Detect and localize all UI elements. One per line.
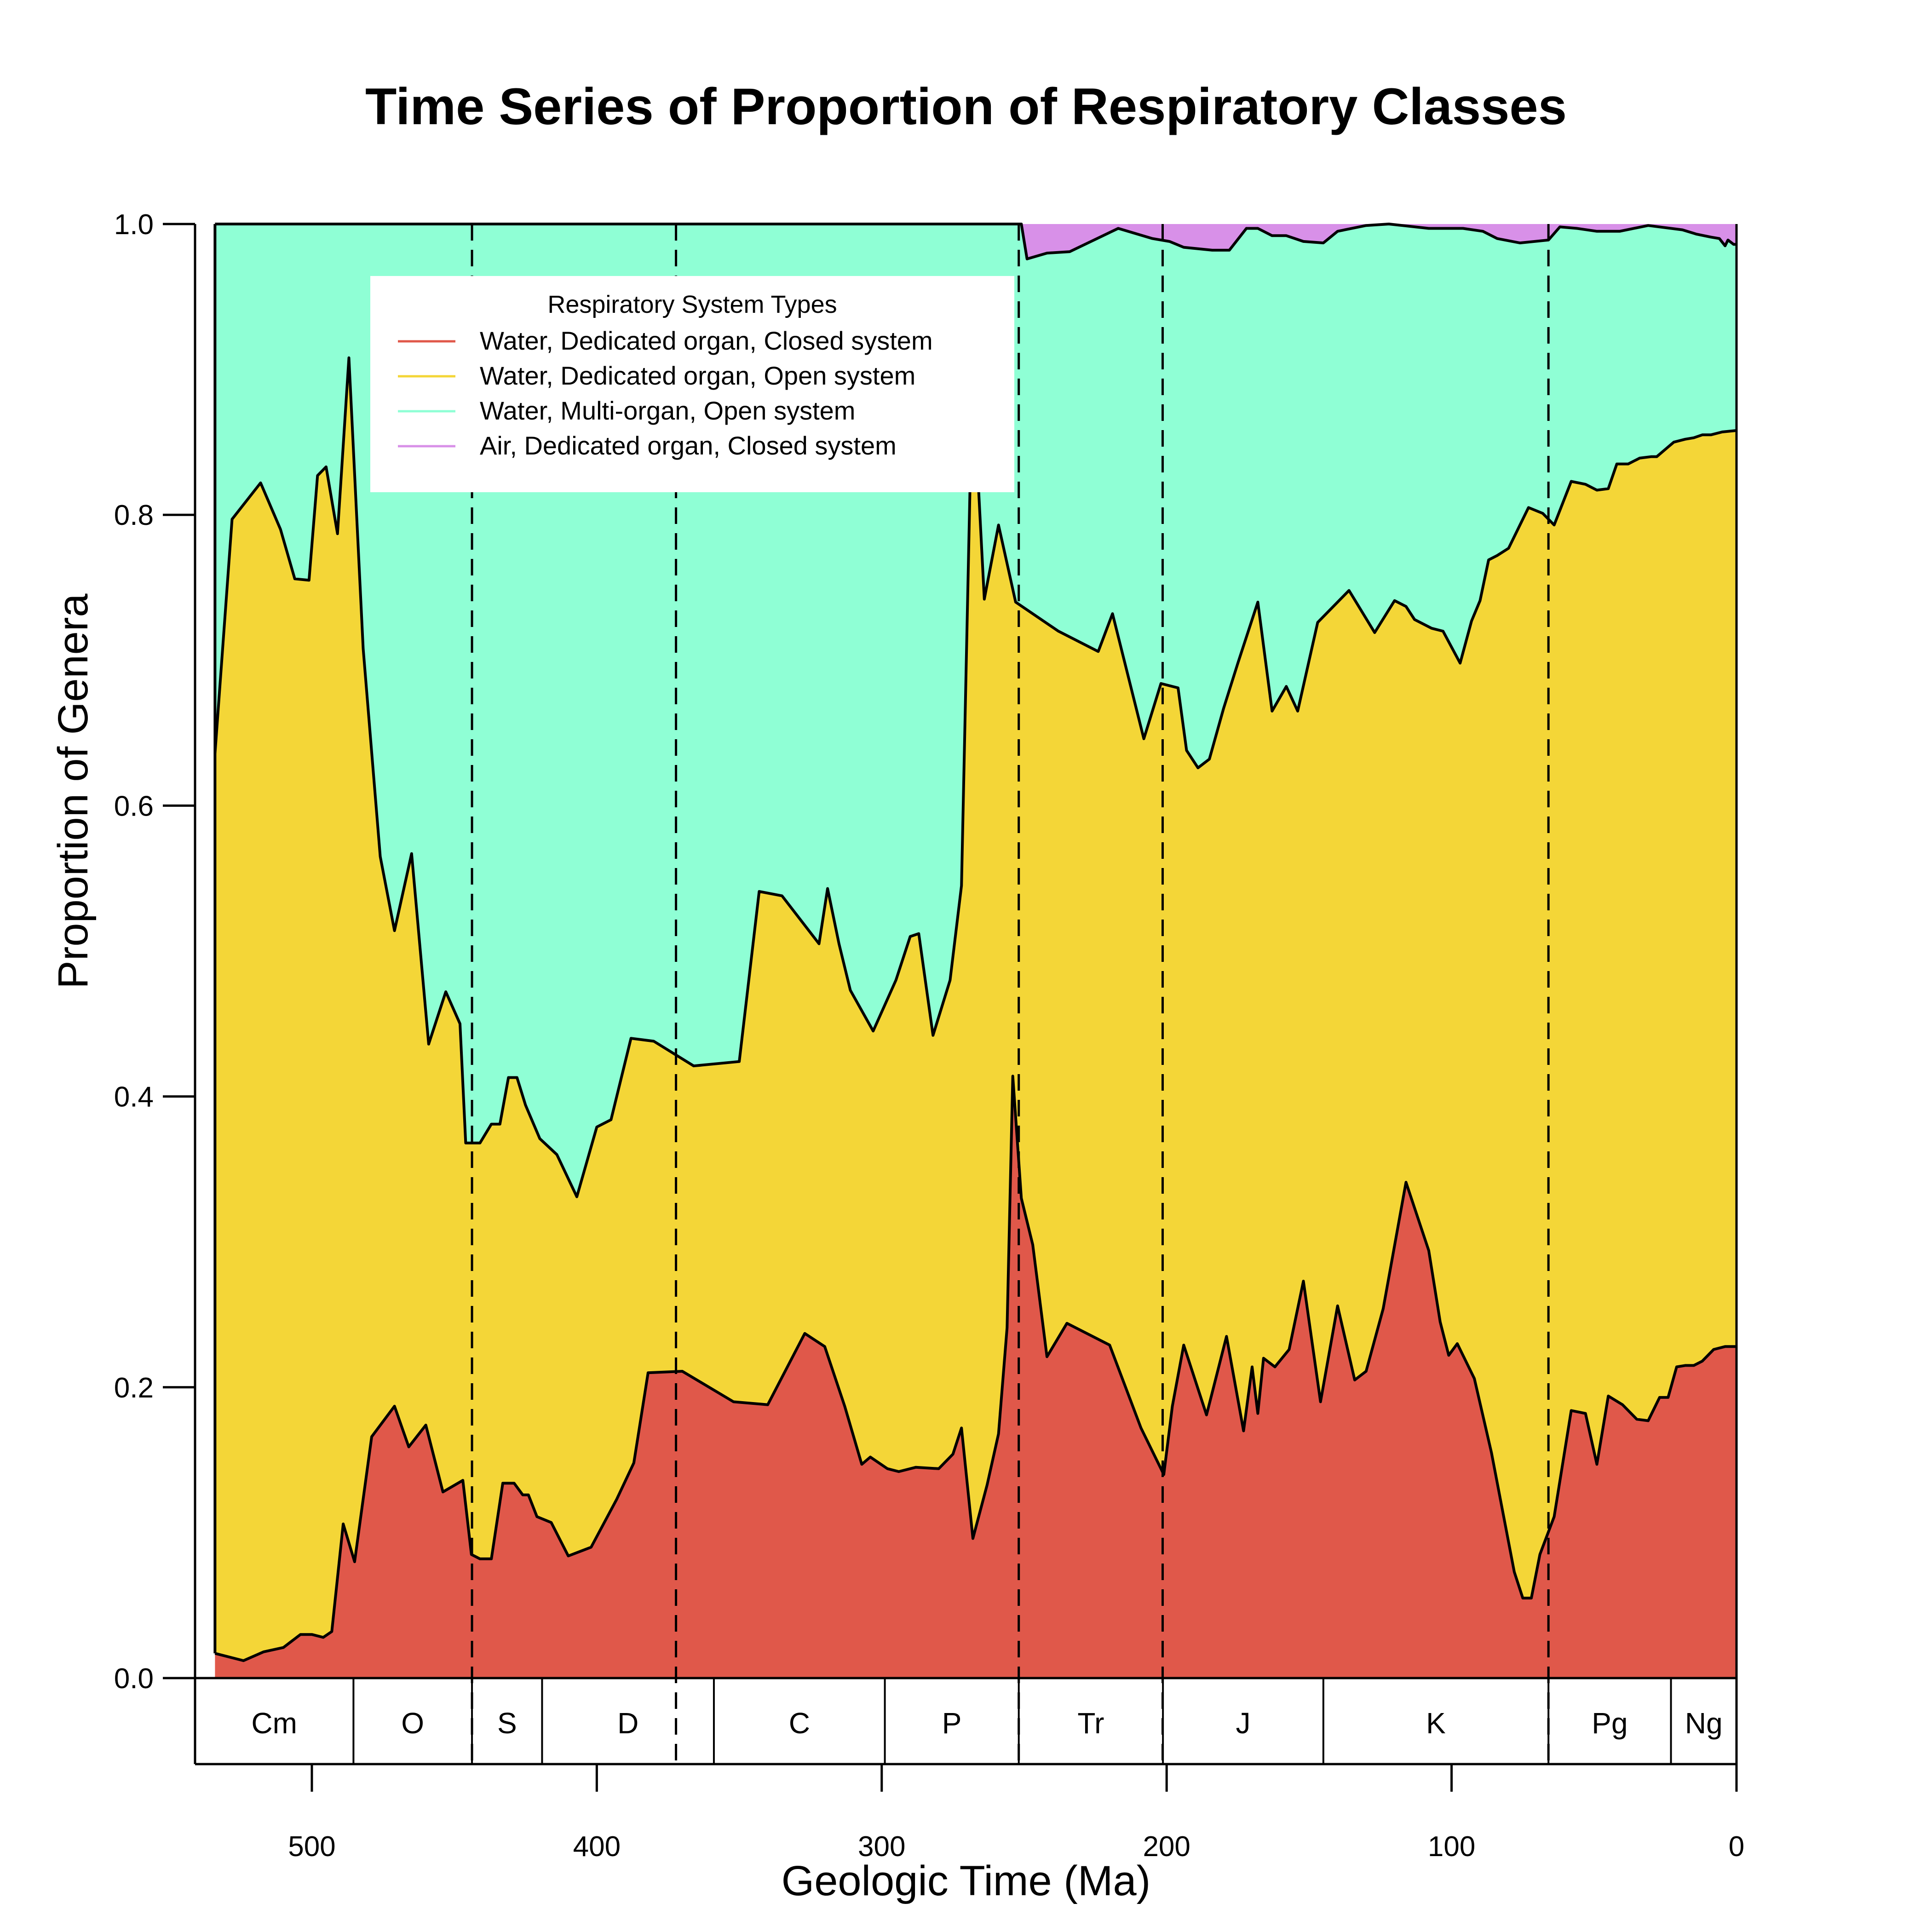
chart-title: Time Series of Proportion of Respiratory… bbox=[365, 78, 1567, 135]
y-axis-label: Proportion of Genera bbox=[50, 593, 97, 989]
y-tick-label: 0.0 bbox=[114, 1663, 154, 1695]
area-air-dedicated-closed bbox=[215, 224, 1737, 259]
legend-entry: Water, Dedicated organ, Open system bbox=[480, 361, 915, 390]
legend-entry: Air, Dedicated organ, Closed system bbox=[480, 431, 897, 460]
period-label-ng: Ng bbox=[1685, 1707, 1723, 1740]
period-label-s: S bbox=[497, 1707, 517, 1740]
period-label-tr: Tr bbox=[1077, 1707, 1104, 1740]
x-tick-label: 0 bbox=[1729, 1831, 1744, 1863]
y-tick-label: 0.6 bbox=[114, 790, 154, 822]
legend: Respiratory System Types Water, Dedicate… bbox=[370, 276, 1014, 492]
area-water-dedicated-open bbox=[215, 357, 1737, 1661]
legend-entry: Water, Multi-organ, Open system bbox=[480, 396, 855, 425]
y-tick-label: 0.2 bbox=[114, 1372, 154, 1404]
x-tick-label: 300 bbox=[858, 1831, 905, 1863]
legend-entry: Water, Dedicated organ, Closed system bbox=[480, 326, 933, 355]
period-label-k: K bbox=[1426, 1707, 1446, 1740]
geologic-timescale: Cm O S D C P Tr J K Pg Ng bbox=[195, 1678, 1736, 1765]
boundary-line-yellow-top bbox=[213, 356, 1737, 1198]
y-tick-label: 1.0 bbox=[114, 209, 154, 241]
period-label-c: C bbox=[789, 1707, 810, 1740]
x-axis-label: Geologic Time (Ma) bbox=[782, 1857, 1151, 1904]
x-tick-label: 200 bbox=[1143, 1831, 1190, 1863]
legend-title: Respiratory System Types bbox=[547, 291, 837, 318]
x-tick-label: 400 bbox=[573, 1831, 621, 1863]
boundary-line-red-top bbox=[214, 1075, 1736, 1662]
period-label-pg: Pg bbox=[1592, 1707, 1627, 1740]
period-label-j: J bbox=[1236, 1707, 1251, 1740]
y-tick-label: 0.4 bbox=[114, 1081, 154, 1113]
period-label-cm: Cm bbox=[251, 1707, 297, 1740]
boundary-line-green-top bbox=[215, 223, 1736, 260]
y-tick-label: 0.8 bbox=[114, 500, 154, 531]
area-water-dedicated-closed bbox=[215, 1076, 1737, 1678]
period-label-d: D bbox=[617, 1707, 638, 1740]
x-tick-label: 500 bbox=[288, 1831, 335, 1863]
period-label-p: P bbox=[942, 1707, 962, 1740]
period-label-o: O bbox=[401, 1707, 424, 1740]
legend-box bbox=[370, 276, 1014, 492]
axes: 0.0 0.2 0.4 0.6 0.8 1.0 500 400 300 200 100 0 bbox=[114, 209, 1744, 1863]
x-tick-label: 100 bbox=[1428, 1831, 1475, 1863]
